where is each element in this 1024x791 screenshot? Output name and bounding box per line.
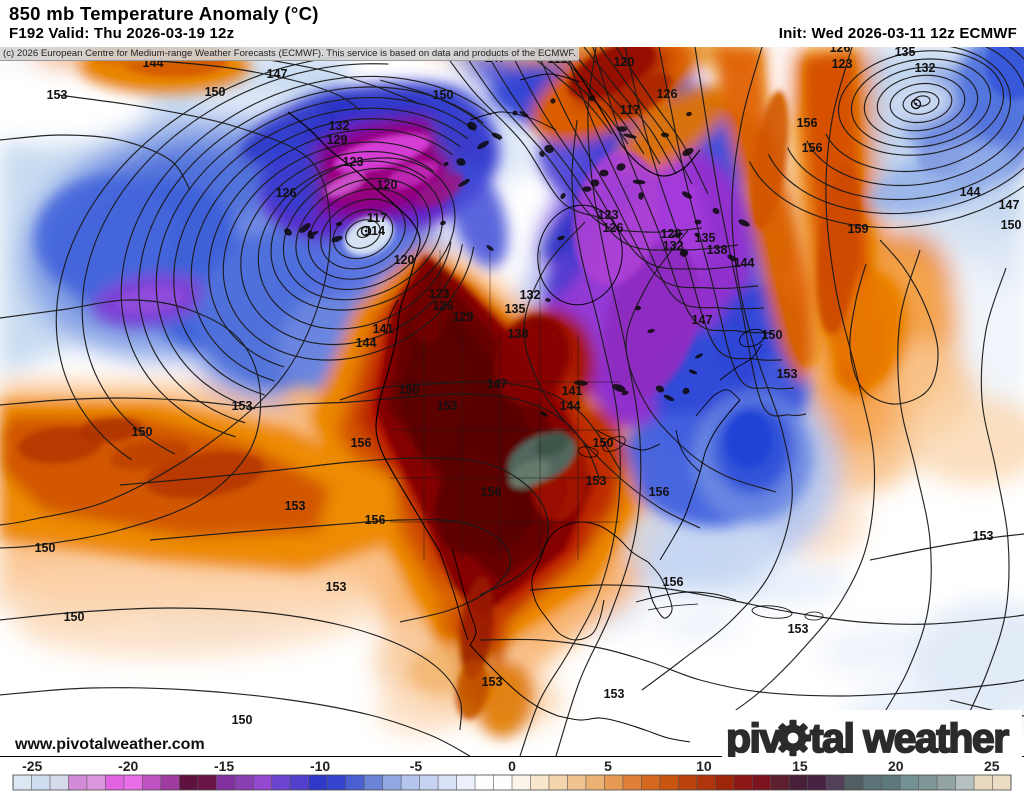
svg-text:126: 126	[433, 299, 454, 313]
svg-text:135: 135	[895, 45, 916, 59]
svg-text:156: 156	[649, 485, 670, 499]
svg-text:141: 141	[562, 384, 583, 398]
svg-text:129: 129	[661, 227, 682, 241]
svg-text:129: 129	[327, 133, 348, 147]
svg-text:15: 15	[792, 758, 808, 774]
svg-text:piv: piv	[726, 715, 782, 761]
svg-text:150: 150	[433, 88, 454, 102]
svg-text:25: 25	[984, 758, 1000, 774]
svg-text:132: 132	[663, 239, 684, 253]
svg-text:5: 5	[604, 758, 612, 774]
svg-text:-15: -15	[214, 758, 234, 774]
svg-text:150: 150	[399, 383, 420, 397]
svg-text:126: 126	[603, 221, 624, 235]
svg-text:123: 123	[343, 155, 364, 169]
svg-text:144: 144	[356, 336, 377, 350]
svg-text:156: 156	[481, 485, 502, 499]
svg-text:138: 138	[707, 243, 728, 257]
svg-text:120: 120	[377, 178, 398, 192]
svg-text:141: 141	[373, 322, 394, 336]
svg-text:156: 156	[663, 575, 684, 589]
svg-text:144: 144	[960, 185, 981, 199]
svg-text:132: 132	[915, 61, 936, 75]
svg-text:114: 114	[365, 224, 385, 238]
svg-text:147: 147	[999, 198, 1020, 212]
svg-text:156: 156	[802, 141, 823, 155]
svg-text:126: 126	[830, 41, 851, 55]
svg-text:150: 150	[1001, 218, 1022, 232]
svg-text:129: 129	[453, 310, 474, 324]
svg-text:144: 144	[734, 256, 755, 270]
svg-text:132: 132	[329, 119, 350, 133]
svg-text:-5: -5	[410, 758, 423, 774]
svg-text:135: 135	[695, 231, 716, 245]
svg-text:156: 156	[365, 513, 386, 527]
svg-text:153: 153	[437, 399, 458, 413]
svg-text:147: 147	[487, 377, 508, 391]
svg-text:153: 153	[586, 474, 607, 488]
svg-text:150: 150	[593, 436, 614, 450]
svg-text:156: 156	[797, 116, 818, 130]
svg-text:117: 117	[367, 211, 387, 225]
svg-text:120: 120	[614, 55, 635, 69]
svg-text:117: 117	[620, 103, 640, 117]
svg-text:153: 153	[47, 88, 68, 102]
svg-text:123: 123	[832, 57, 853, 71]
svg-text:150: 150	[132, 425, 153, 439]
svg-text:-20: -20	[118, 758, 138, 774]
svg-text:150: 150	[64, 610, 85, 624]
svg-text:147: 147	[692, 313, 713, 327]
svg-text:10: 10	[696, 758, 712, 774]
svg-text:0: 0	[508, 758, 516, 774]
svg-text:150: 150	[205, 85, 226, 99]
svg-text:156: 156	[351, 436, 372, 450]
svg-text:126: 126	[276, 186, 297, 200]
svg-text:20: 20	[888, 758, 904, 774]
svg-text:-25: -25	[22, 758, 42, 774]
svg-text:153: 153	[788, 622, 809, 636]
svg-text:153: 153	[326, 580, 347, 594]
svg-text:135: 135	[505, 302, 526, 316]
svg-text:138: 138	[508, 327, 529, 341]
svg-text:150: 150	[762, 328, 783, 342]
svg-text:123: 123	[598, 208, 619, 222]
svg-text:126: 126	[657, 87, 678, 101]
svg-text:153: 153	[285, 499, 306, 513]
svg-text:153: 153	[482, 675, 503, 689]
svg-text:150: 150	[35, 541, 56, 555]
svg-text:120: 120	[394, 253, 415, 267]
svg-text:153: 153	[604, 687, 625, 701]
svg-text:132: 132	[520, 288, 541, 302]
svg-text:147: 147	[267, 67, 288, 81]
svg-text:150: 150	[232, 713, 253, 727]
svg-text:144: 144	[560, 399, 581, 413]
svg-text:153: 153	[232, 399, 253, 413]
svg-text:123: 123	[429, 287, 450, 301]
svg-text:-10: -10	[310, 758, 330, 774]
svg-text:153: 153	[777, 367, 798, 381]
svg-text:tal weather: tal weather	[810, 715, 1009, 761]
svg-text:159: 159	[848, 222, 869, 236]
svg-text:153: 153	[973, 529, 994, 543]
